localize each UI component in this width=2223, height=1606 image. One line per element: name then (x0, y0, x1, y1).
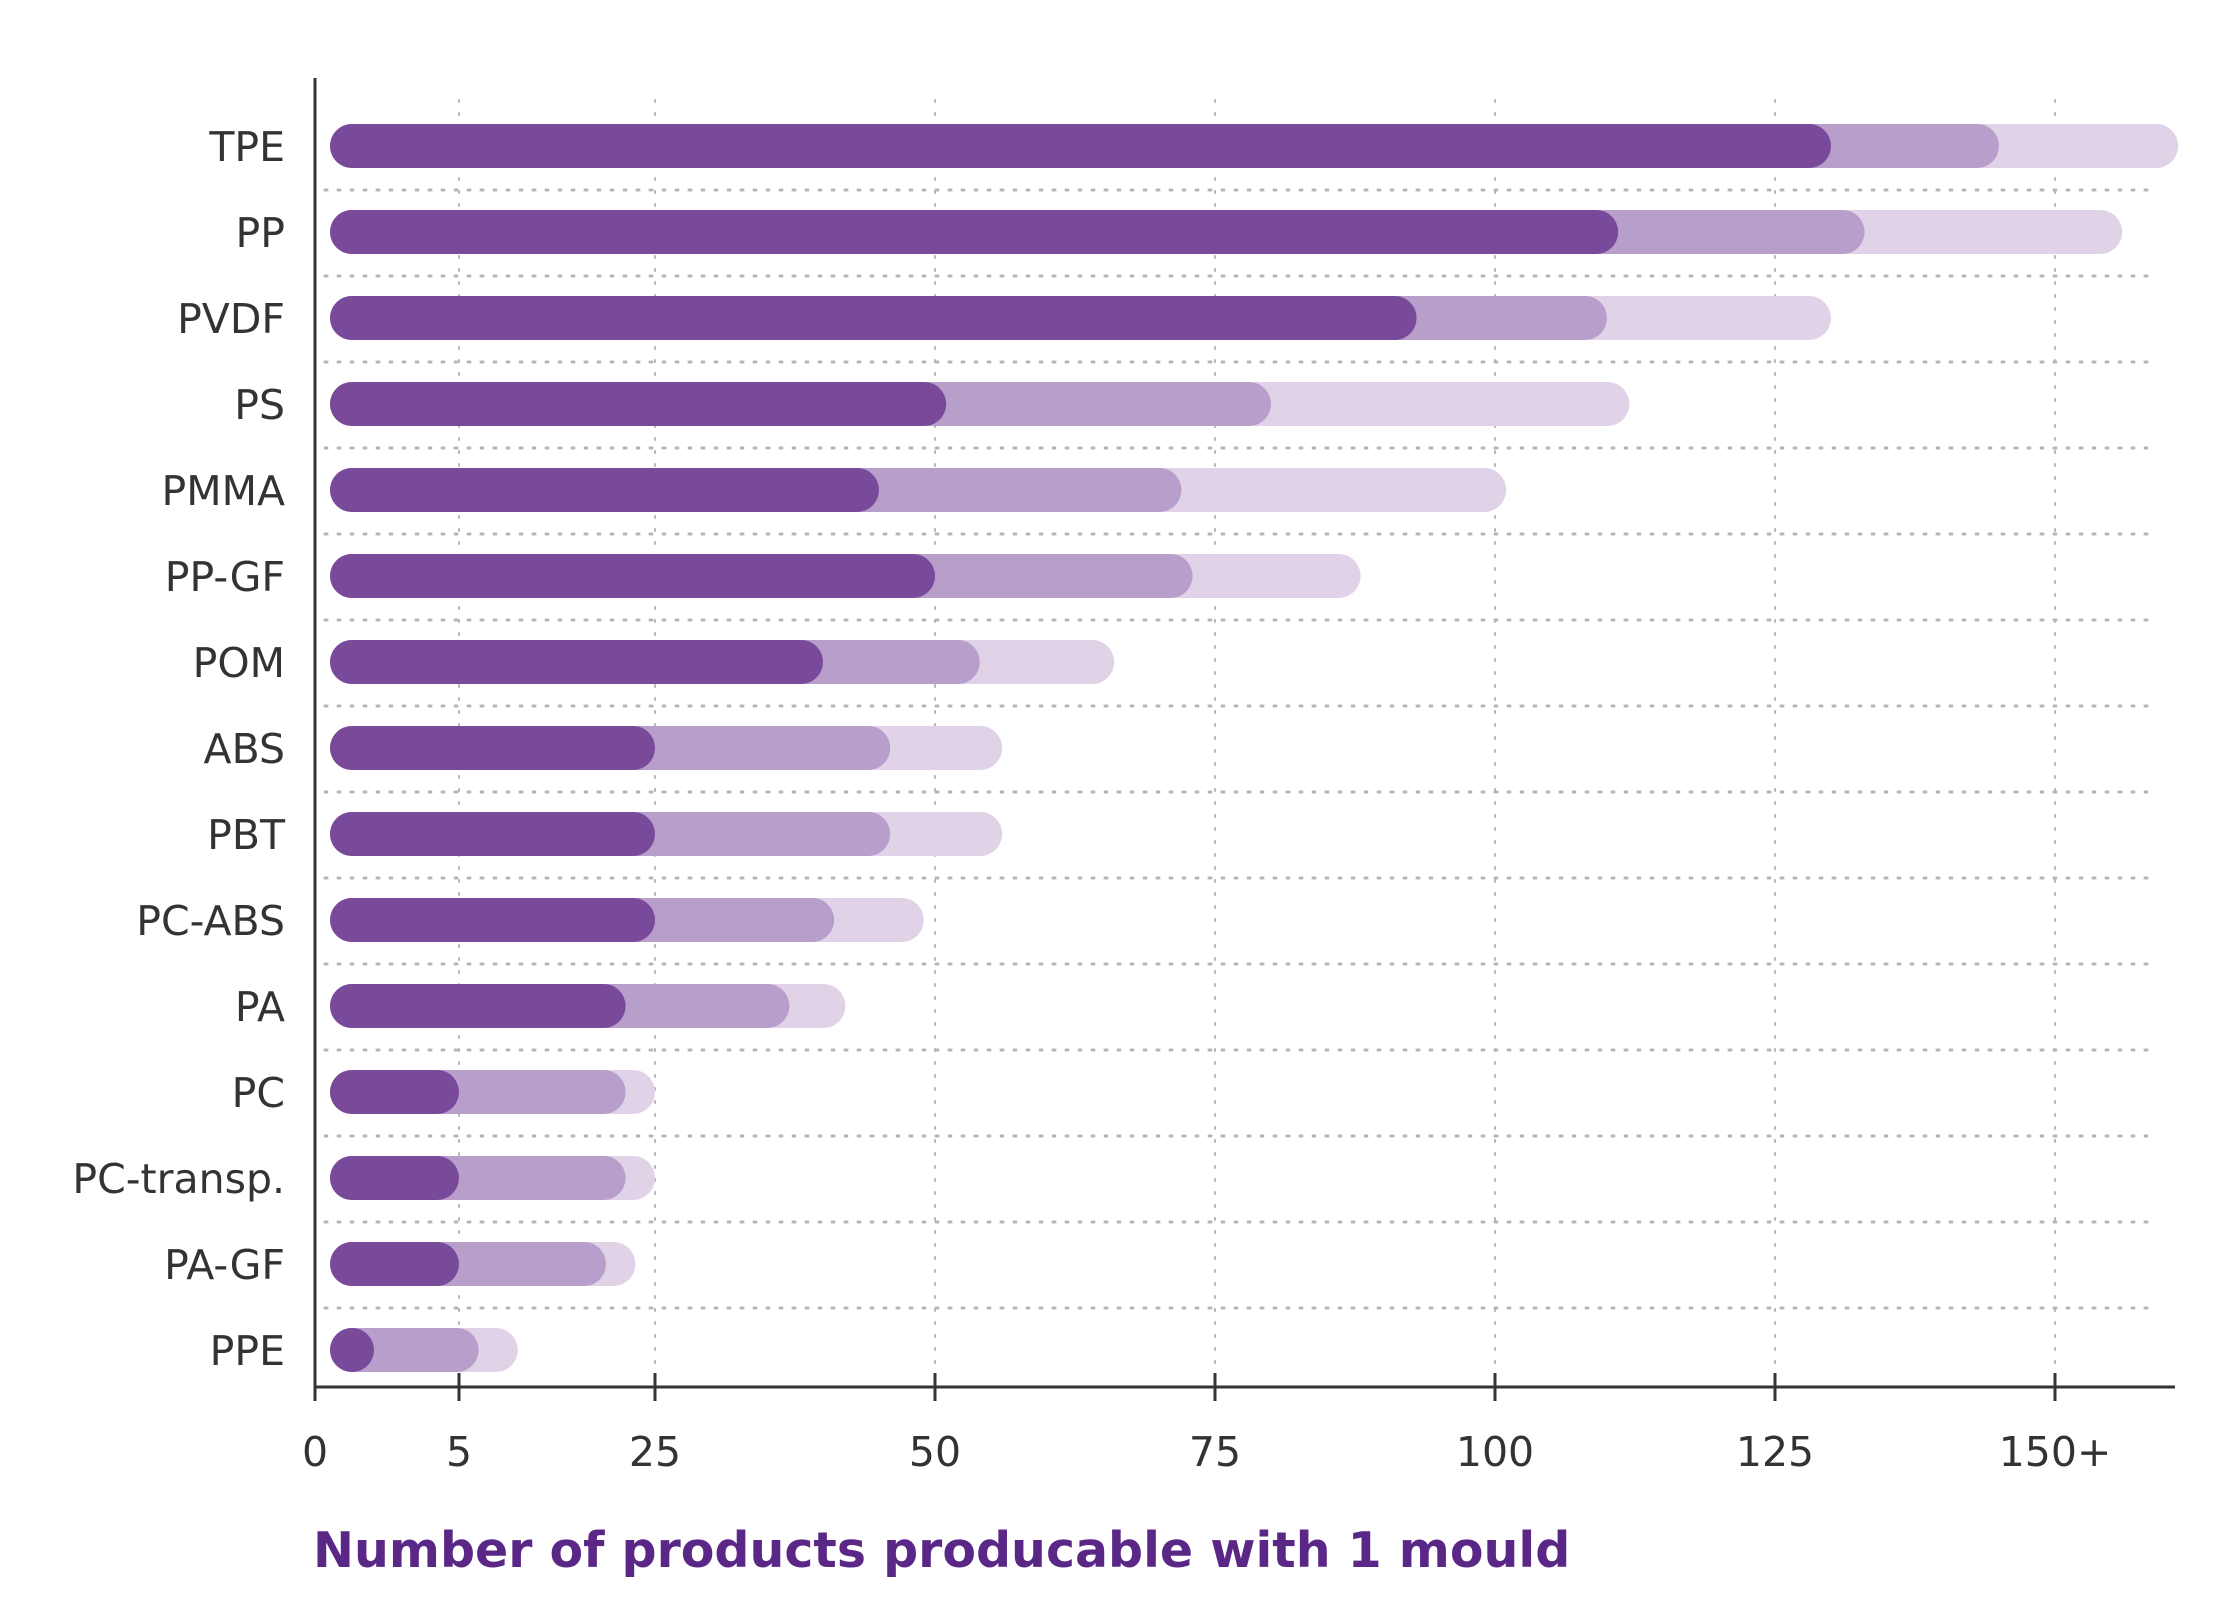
category-label: PC (232, 1069, 285, 1117)
category-label: PS (234, 381, 285, 429)
bar-3 (330, 1156, 459, 1200)
bar-3 (330, 124, 1831, 168)
bar-3 (330, 1328, 374, 1372)
x-tick-label: 150+ (1999, 1428, 2112, 1476)
x-axis-title: Number of products producable with 1 mou… (313, 1522, 1570, 1579)
bar-3 (330, 1070, 459, 1114)
category-label: PA (235, 983, 285, 1031)
bar-3 (330, 726, 655, 770)
x-tick-label: 25 (629, 1428, 681, 1476)
bar-3 (330, 554, 935, 598)
category-label: ABS (204, 725, 285, 773)
category-label: PA-GF (164, 1241, 285, 1289)
axes (313, 78, 2175, 1401)
category-label: POM (193, 639, 285, 687)
category-label: PVDF (177, 295, 285, 343)
bar-3 (330, 382, 947, 426)
x-tick-label: 100 (1456, 1428, 1534, 1476)
category-label: PP-GF (165, 553, 285, 601)
category-label: PBT (207, 811, 286, 859)
bar-3 (330, 898, 655, 942)
category-label: PC-ABS (136, 897, 285, 945)
bar-3 (330, 210, 1619, 254)
category-label: PPE (210, 1327, 285, 1375)
tick-labels: 0 5 25 50 75 100 125 150+ (302, 1428, 2111, 1476)
category-label: PMMA (161, 467, 285, 515)
bars (330, 124, 2179, 1372)
bar-3 (330, 812, 655, 856)
bar-3 (330, 468, 879, 512)
bar-3 (330, 1242, 459, 1286)
x-tick-label: 75 (1189, 1428, 1241, 1476)
x-tick-label: 5 (446, 1428, 472, 1476)
x-tick-label: 50 (909, 1428, 961, 1476)
category-label: PC-transp. (72, 1155, 285, 1203)
category-labels: TPE PP PVDF PS PMMA PP-GF POM ABS PBT PC-ABS PA PC P… (72, 123, 286, 1375)
bar-3 (330, 296, 1417, 340)
category-label: PP (236, 209, 285, 257)
x-tick-label: 0 (302, 1428, 328, 1476)
bar-3 (330, 984, 626, 1028)
category-label: TPE (208, 123, 285, 171)
x-tick-label: 125 (1736, 1428, 1814, 1476)
bar-3 (330, 640, 823, 684)
